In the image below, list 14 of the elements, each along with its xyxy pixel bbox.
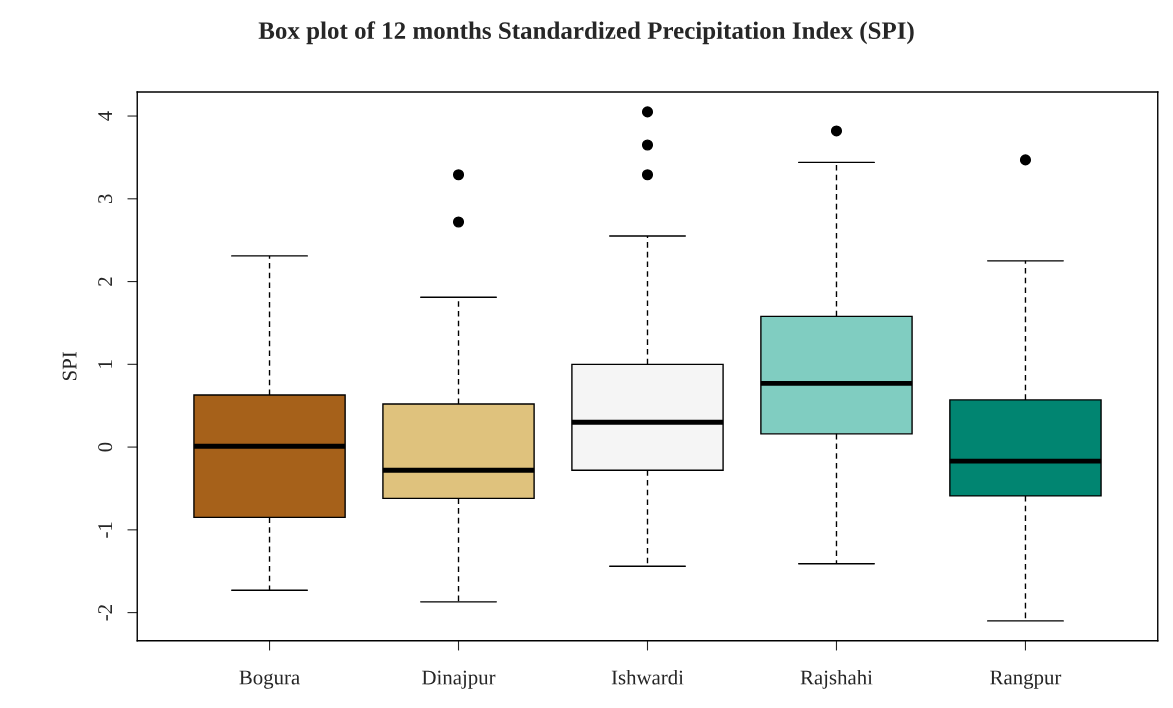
- y-tick-label: -2: [98, 605, 112, 621]
- y-axis-title: SPI: [62, 352, 77, 381]
- y-tick-label: 1: [98, 360, 112, 368]
- chart-title: Box plot of 12 months Standardized Precipitation Index (SPI): [258, 21, 914, 45]
- y-tick-label: 0: [98, 442, 113, 452]
- x-tick-label: Dinajpur: [422, 670, 496, 689]
- y-tick-label: -1: [98, 522, 112, 538]
- x-tick-label: Rangpur: [990, 670, 1062, 689]
- x-tick-label: Bogura: [239, 670, 300, 689]
- x-tick-label: Rajshahi: [800, 669, 873, 689]
- y-tick-label: 3: [98, 194, 113, 204]
- y-tick-label: 2: [98, 277, 112, 286]
- y-tick-label: 4: [98, 111, 112, 121]
- x-tick-label: Ishwardi: [611, 669, 684, 685]
